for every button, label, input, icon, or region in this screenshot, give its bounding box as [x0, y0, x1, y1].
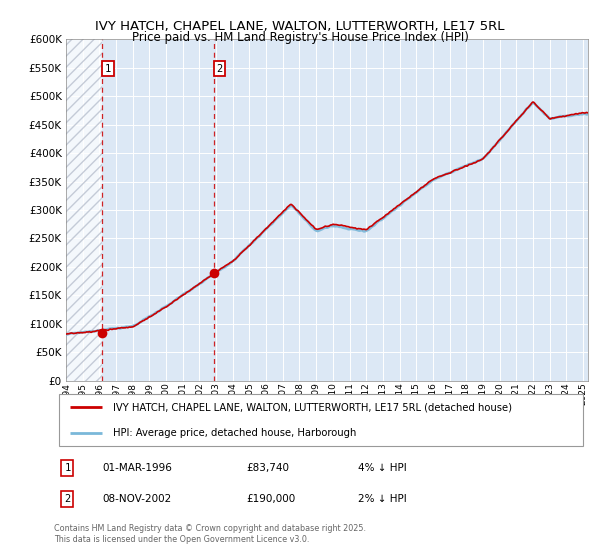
Text: 2: 2 [64, 494, 70, 505]
Text: IVY HATCH, CHAPEL LANE, WALTON, LUTTERWORTH, LE17 5RL (detached house): IVY HATCH, CHAPEL LANE, WALTON, LUTTERWO… [113, 402, 512, 412]
FancyBboxPatch shape [59, 394, 583, 446]
Text: 1: 1 [104, 64, 111, 74]
Text: 4% ↓ HPI: 4% ↓ HPI [358, 463, 407, 473]
Text: Contains HM Land Registry data © Crown copyright and database right 2025.
This d: Contains HM Land Registry data © Crown c… [54, 524, 366, 544]
Text: 2: 2 [216, 64, 223, 74]
Text: 1: 1 [64, 463, 70, 473]
Text: HPI: Average price, detached house, Harborough: HPI: Average price, detached house, Harb… [113, 428, 356, 438]
Text: Price paid vs. HM Land Registry's House Price Index (HPI): Price paid vs. HM Land Registry's House … [131, 31, 469, 44]
Text: 2% ↓ HPI: 2% ↓ HPI [358, 494, 407, 505]
Text: 08-NOV-2002: 08-NOV-2002 [102, 494, 172, 505]
Text: £83,740: £83,740 [246, 463, 289, 473]
Text: IVY HATCH, CHAPEL LANE, WALTON, LUTTERWORTH, LE17 5RL: IVY HATCH, CHAPEL LANE, WALTON, LUTTERWO… [95, 20, 505, 32]
Text: 01-MAR-1996: 01-MAR-1996 [102, 463, 172, 473]
Text: £190,000: £190,000 [246, 494, 295, 505]
